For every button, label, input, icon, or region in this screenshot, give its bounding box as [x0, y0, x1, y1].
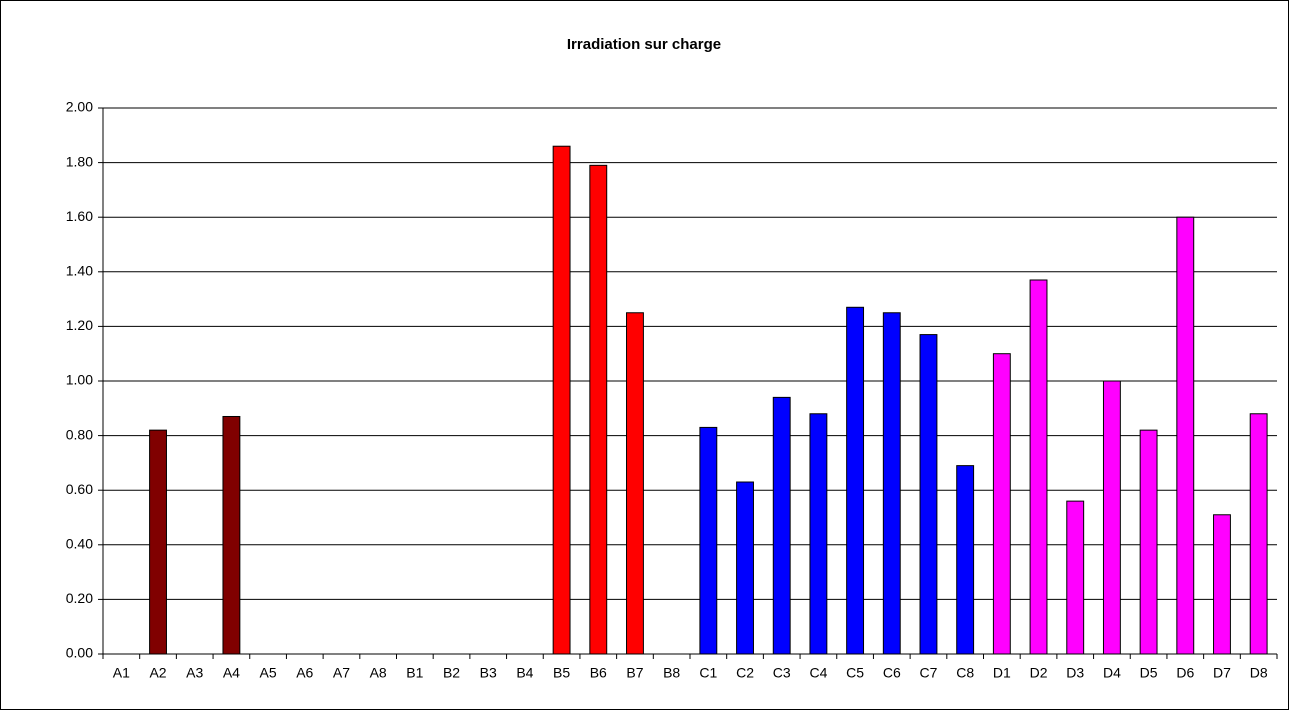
bar	[1029, 279, 1048, 655]
y-tick-label: 1.60	[66, 208, 93, 224]
bar	[1139, 429, 1158, 655]
x-tick-label: C2	[736, 665, 754, 681]
bar	[1213, 514, 1231, 655]
x-tick-label: A3	[186, 665, 203, 681]
bar	[149, 429, 167, 655]
x-tick-label: A5	[260, 665, 277, 681]
x-tick-label: C7	[920, 665, 938, 681]
x-tick-label: C8	[956, 665, 974, 681]
x-tick-label: B5	[553, 665, 570, 681]
x-tick-label: D7	[1213, 665, 1231, 681]
bar	[846, 306, 865, 655]
x-tick-label: A6	[296, 665, 313, 681]
x-tick-label: D1	[993, 665, 1011, 681]
bar	[699, 426, 718, 655]
x-tick-label: D6	[1176, 665, 1194, 681]
x-tick-label: D5	[1140, 665, 1158, 681]
x-tick-label: A7	[333, 665, 350, 681]
x-tick-label: C3	[773, 665, 791, 681]
x-tick-label: B8	[663, 665, 680, 681]
x-tick-label: C6	[883, 665, 901, 681]
x-tick-label: B2	[443, 665, 460, 681]
bar	[589, 164, 608, 655]
bar	[1176, 216, 1195, 655]
x-tick-label: A1	[113, 665, 130, 681]
bar	[552, 145, 571, 655]
bar	[919, 334, 938, 655]
y-tick-label: 2.00	[66, 99, 93, 115]
bar	[1102, 380, 1121, 655]
y-tick-label: 0.60	[66, 481, 93, 497]
bar	[1249, 413, 1268, 655]
chart-title: Irradiation sur charge	[567, 36, 721, 53]
y-tick-label: 0.80	[66, 426, 93, 442]
x-tick-label: B3	[480, 665, 497, 681]
bar	[1066, 500, 1085, 655]
y-tick-label: 1.40	[66, 263, 93, 279]
bar	[626, 312, 644, 655]
y-tick-label: 1.00	[66, 372, 93, 388]
bar	[222, 415, 241, 655]
x-tick-label: B1	[406, 665, 423, 681]
x-tick-label: D2	[1030, 665, 1048, 681]
x-tick-label: B4	[516, 665, 533, 681]
x-tick-label: D3	[1066, 665, 1084, 681]
y-tick-label: 0.40	[66, 536, 93, 552]
y-tick-label: 1.20	[66, 317, 93, 333]
x-tick-label: C5	[846, 665, 864, 681]
x-tick-label: B7	[626, 665, 643, 681]
x-tick-label: D8	[1250, 665, 1268, 681]
x-tick-label: C4	[809, 665, 827, 681]
bar	[992, 353, 1011, 655]
x-tick-label: B6	[590, 665, 607, 681]
x-tick-label: C1	[699, 665, 717, 681]
bar	[736, 481, 754, 655]
x-tick-label: D4	[1103, 665, 1121, 681]
x-tick-label: A2	[149, 665, 166, 681]
bar	[882, 312, 901, 655]
x-tick-label: A8	[370, 665, 387, 681]
y-tick-label: 1.80	[66, 153, 93, 169]
y-tick-label: 0.00	[66, 645, 93, 661]
bar	[956, 465, 975, 655]
x-tick-label: A4	[223, 665, 240, 681]
y-tick-label: 0.20	[66, 590, 93, 606]
bar	[809, 413, 828, 655]
bar	[772, 396, 791, 655]
